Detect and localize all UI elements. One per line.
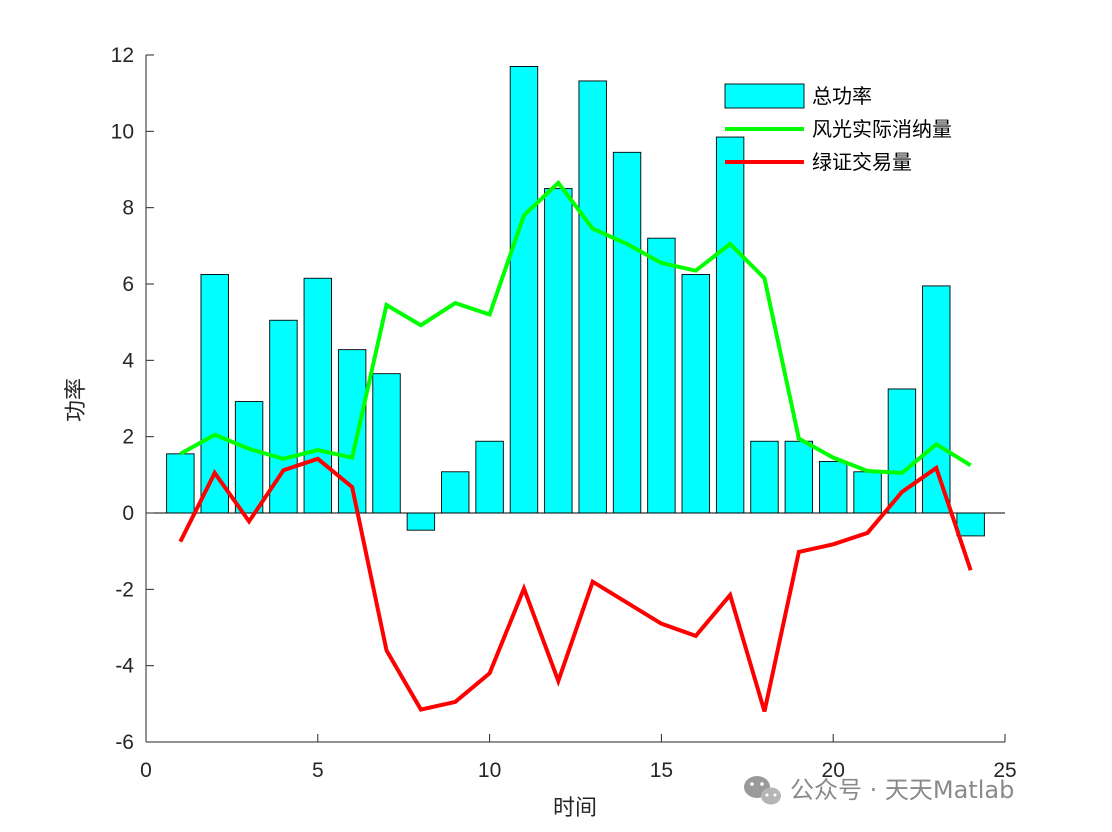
bar-16 <box>681 274 710 514</box>
y-tick-label-12: 12 <box>111 44 134 67</box>
series-line-1 <box>179 179 972 475</box>
y-tick-label-8: 8 <box>122 197 134 220</box>
x-tick-label-5: 5 <box>312 759 324 782</box>
axes-group <box>145 55 1005 743</box>
lines-group <box>178 179 973 713</box>
y-tick-label--4: -4 <box>115 655 134 678</box>
bar-24 <box>956 512 985 537</box>
x-axis-label: 时间 <box>553 796 597 821</box>
x-tick-label-15: 15 <box>650 759 673 782</box>
y-tick-label-6: 6 <box>122 273 134 296</box>
bar-1 <box>166 453 195 514</box>
bar-13 <box>578 80 607 514</box>
y-tick-label-0: 0 <box>122 502 134 525</box>
bar-21 <box>853 471 882 514</box>
x-tick-label-0: 0 <box>140 759 152 782</box>
bar-20 <box>819 461 848 514</box>
bar-11 <box>509 65 539 514</box>
bar-7 <box>372 373 401 514</box>
series-line-2 <box>178 456 973 713</box>
bar-3 <box>234 401 264 514</box>
bar-17 <box>715 136 745 514</box>
y-tick-label-4: 4 <box>122 349 134 372</box>
x-tick-label-25: 25 <box>993 759 1016 782</box>
watermark-text: 公众号 · 天天Matlab <box>790 776 1014 804</box>
ticks-group: 0 5 10 15 20 25 -6 -4 -2 0 2 4 6 8 10 12 <box>111 44 1017 782</box>
bar-18 <box>750 440 779 514</box>
x-tick-label-20: 20 <box>822 759 845 782</box>
x-tick-label-10: 10 <box>478 759 501 782</box>
bar-5 <box>303 277 332 514</box>
y-tick-label-10: 10 <box>111 120 134 143</box>
y-tick-label--6: -6 <box>115 731 134 754</box>
watermark: 公众号 · 天天Matlab <box>744 776 1014 805</box>
bar-14 <box>612 151 642 514</box>
legend-swatch-0 <box>724 83 805 109</box>
bar-10 <box>475 440 504 514</box>
y-axis-label: 功率 <box>64 378 89 422</box>
y-tick-label-2: 2 <box>122 426 134 449</box>
bar-8 <box>406 512 436 531</box>
bar-9 <box>441 471 470 514</box>
bar-23 <box>922 285 951 514</box>
legend-label-2: 绿证交易量 <box>812 150 912 174</box>
bar-15 <box>647 237 676 514</box>
bar-19 <box>784 440 814 514</box>
legend-label-1: 风光实际消纳量 <box>812 117 952 141</box>
legend-label-0: 总功率 <box>812 84 872 108</box>
y-tick-label--2: -2 <box>115 578 134 601</box>
bar-12 <box>544 188 573 514</box>
wechat-icon <box>744 776 781 805</box>
